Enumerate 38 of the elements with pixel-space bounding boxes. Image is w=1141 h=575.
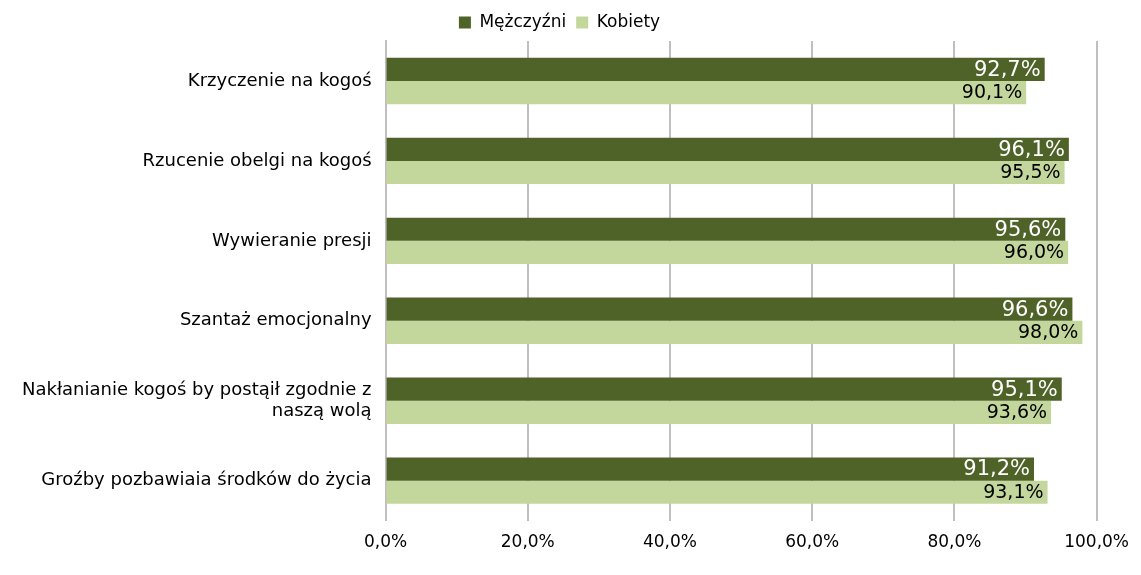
- bar: [386, 57, 1045, 81]
- bar: [386, 377, 1062, 401]
- data-label: 90,1%: [961, 80, 1023, 103]
- data-label: 95,5%: [1000, 160, 1061, 183]
- x-tick-label: 60,0%: [785, 531, 840, 552]
- data-label: 98,0%: [1018, 320, 1079, 343]
- legend-label: Kobiety: [596, 10, 661, 31]
- bar: [386, 457, 1035, 481]
- y-tick-label: Krzyczenie na kogoś: [187, 68, 372, 90]
- bar: [386, 80, 1027, 105]
- data-label: 91,2%: [963, 456, 1031, 481]
- x-tick-label: 40,0%: [642, 531, 697, 552]
- data-label: 96,1%: [998, 136, 1065, 161]
- x-tick-label: 100,0%: [1064, 531, 1129, 552]
- bar: [386, 320, 1083, 344]
- bar: [386, 160, 1065, 185]
- data-label: 96,6%: [1001, 296, 1069, 321]
- bar: [386, 137, 1069, 161]
- y-tick-label: Nakłanianie kogoś by postąił zgodnie z naszą wolą: [21, 377, 372, 421]
- bar: [386, 240, 1069, 265]
- bar: [386, 480, 1048, 504]
- data-label: 92,7%: [973, 56, 1041, 81]
- x-tick-label: 20,0%: [500, 531, 555, 552]
- data-label: 93,6%: [986, 400, 1048, 423]
- y-tick-label: Szantaż emocjonalny: [179, 308, 372, 330]
- legend-label: Mężczyźni: [479, 10, 567, 31]
- data-label: 95,1%: [991, 376, 1058, 401]
- data-label: 96,0%: [1003, 240, 1065, 263]
- bar: [386, 400, 1052, 424]
- x-tick-label: 80,0%: [927, 531, 982, 552]
- y-tick-label: Rzucenie obelgi na kogoś: [142, 148, 372, 170]
- data-label: 93,1%: [983, 480, 1044, 503]
- y-tick-label: Wywieranie presji: [212, 228, 372, 250]
- y-tick-label: Groźby pozbawiaia środków do życia: [41, 468, 372, 490]
- bar: [386, 297, 1073, 321]
- x-tick-label: 0,0%: [363, 531, 408, 552]
- bar: [386, 217, 1066, 241]
- data-label: 95,6%: [994, 216, 1062, 241]
